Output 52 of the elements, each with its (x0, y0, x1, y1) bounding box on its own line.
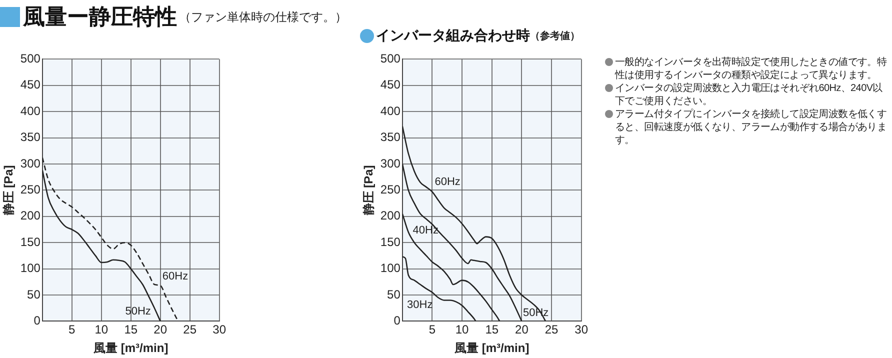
x-tick-label: 25 (183, 322, 197, 337)
x-tick-label: 10 (455, 322, 470, 337)
x-axis-title: 風量 [m³/min] (454, 341, 530, 356)
y-tick-label: 100 (20, 261, 41, 276)
y-tick-label: 450 (380, 78, 401, 92)
x-tick-label: 5 (68, 322, 76, 337)
x-tick-label: 15 (124, 322, 138, 337)
text: 一般的なインバータを出荷時設定で使用したときの値です。特性は使用するインバータの種類や設定によって異なります。 (615, 56, 887, 82)
y-tick-label: 300 (380, 156, 401, 170)
chart-title: 風量ー静圧特性 (23, 3, 177, 31)
text: インバータの設定周波数と入力電圧はそれぞれ60Hz、240V以下でご使用ください。 (615, 82, 884, 108)
text: アラーム付タイプにインバータを接続して設定周波数を低くすると、回転速度が低くなり、アラームが動作する場合があります。 (615, 108, 887, 147)
y-tick-label: 200 (20, 208, 41, 223)
x-axis-title: 風量 [m³/min] (92, 341, 168, 356)
y-tick-label: 50 (387, 287, 401, 302)
text: （ファン単体時の仕様です。） (179, 8, 347, 26)
y-tick-label: 0 (394, 314, 401, 328)
chart-subtitle: （参考値） (530, 30, 580, 43)
x-tick-label: 5 (428, 322, 436, 337)
line-series (402, 256, 476, 322)
x-tick-label: 30 (574, 322, 588, 337)
y-tick-label: 500 (20, 52, 41, 66)
x-tick-label: 20 (154, 322, 168, 337)
y-tick-label: 50 (27, 287, 41, 302)
y-tick-label: 200 (380, 208, 401, 223)
y-tick-label: 350 (20, 130, 41, 144)
x-tick-label: 20 (515, 322, 529, 337)
y-tick-label: 150 (20, 234, 41, 249)
y-tick-label: 400 (20, 104, 41, 118)
line-series (402, 163, 522, 322)
chart-title: インバータ組み合わせ時 (376, 27, 530, 45)
x-tick-label: 25 (544, 322, 559, 337)
x-tick-label: 10 (94, 322, 108, 337)
series-label: 60Hz (162, 270, 188, 283)
series-label: 60Hz (434, 176, 460, 188)
y-tick-label: 450 (20, 78, 41, 92)
y-tick-label: 300 (20, 156, 41, 170)
x-tick-label: 30 (212, 322, 226, 337)
y-tick-label: 500 (380, 52, 401, 66)
y-tick-label: 250 (380, 182, 401, 197)
y-tick-label: 400 (380, 104, 401, 118)
y-axis-title: 静圧 [Pa] (2, 165, 16, 216)
line-series (42, 170, 162, 322)
line-series (402, 213, 500, 322)
y-tick-label: 100 (380, 261, 401, 276)
y-tick-label: 0 (34, 314, 41, 328)
y-tick-label: 250 (20, 182, 41, 197)
y-tick-label: 150 (380, 234, 401, 249)
y-axis-title: 静圧 [Pa] (362, 165, 376, 216)
y-tick-label: 350 (380, 130, 401, 144)
x-tick-label: 15 (485, 322, 499, 337)
line-series (402, 126, 546, 322)
